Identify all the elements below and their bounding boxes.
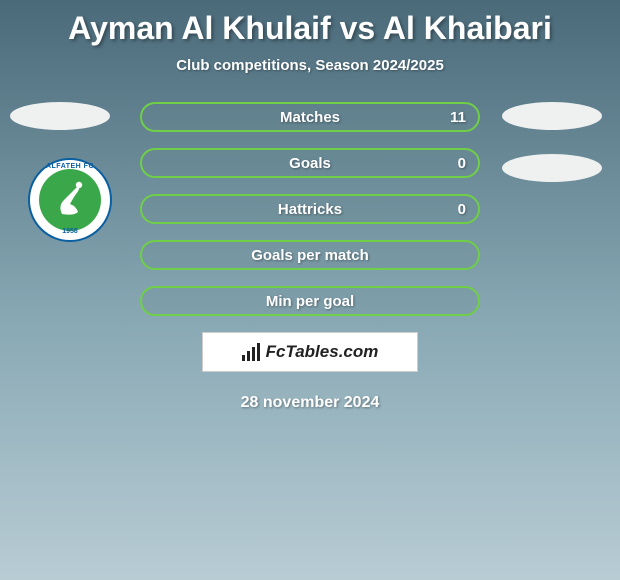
stat-row-matches: Matches 11: [140, 102, 480, 132]
stat-label: Min per goal: [266, 293, 354, 310]
stat-value: 0: [458, 201, 466, 218]
stat-label: Goals: [289, 155, 331, 172]
stat-label: Matches: [280, 109, 340, 126]
club-logo-year: 1958: [62, 228, 78, 235]
player-placeholder-left: [10, 102, 110, 130]
stat-label: Goals per match: [251, 247, 369, 264]
stat-row-goals: Goals 0: [140, 148, 480, 178]
stat-label: Hattricks: [278, 201, 342, 218]
stat-row-hattricks: Hattricks 0: [140, 194, 480, 224]
club-logo-inner: [39, 169, 101, 231]
bar-chart-icon: [242, 343, 260, 361]
stat-row-min-per-goal: Min per goal: [140, 286, 480, 316]
stat-value: 11: [450, 109, 466, 126]
content-area: ALFATEH FC 1958 Matches 11 Goals 0 Hattr…: [0, 102, 620, 412]
subtitle: Club competitions, Season 2024/2025: [0, 57, 620, 74]
brand-watermark: FcTables.com: [202, 332, 418, 372]
player-placeholder-right-1: [502, 102, 602, 130]
player-placeholder-right-2: [502, 154, 602, 182]
date-label: 28 november 2024: [0, 394, 620, 412]
club-logo: ALFATEH FC 1958: [28, 158, 112, 242]
brand-text: FcTables.com: [266, 342, 379, 362]
stat-row-goals-per-match: Goals per match: [140, 240, 480, 270]
player-silhouette-icon: [48, 178, 92, 222]
stat-value: 0: [458, 155, 466, 172]
stats-list: Matches 11 Goals 0 Hattricks 0 Goals per…: [140, 102, 480, 316]
page-title: Ayman Al Khulaif vs Al Khaibari: [0, 0, 620, 47]
